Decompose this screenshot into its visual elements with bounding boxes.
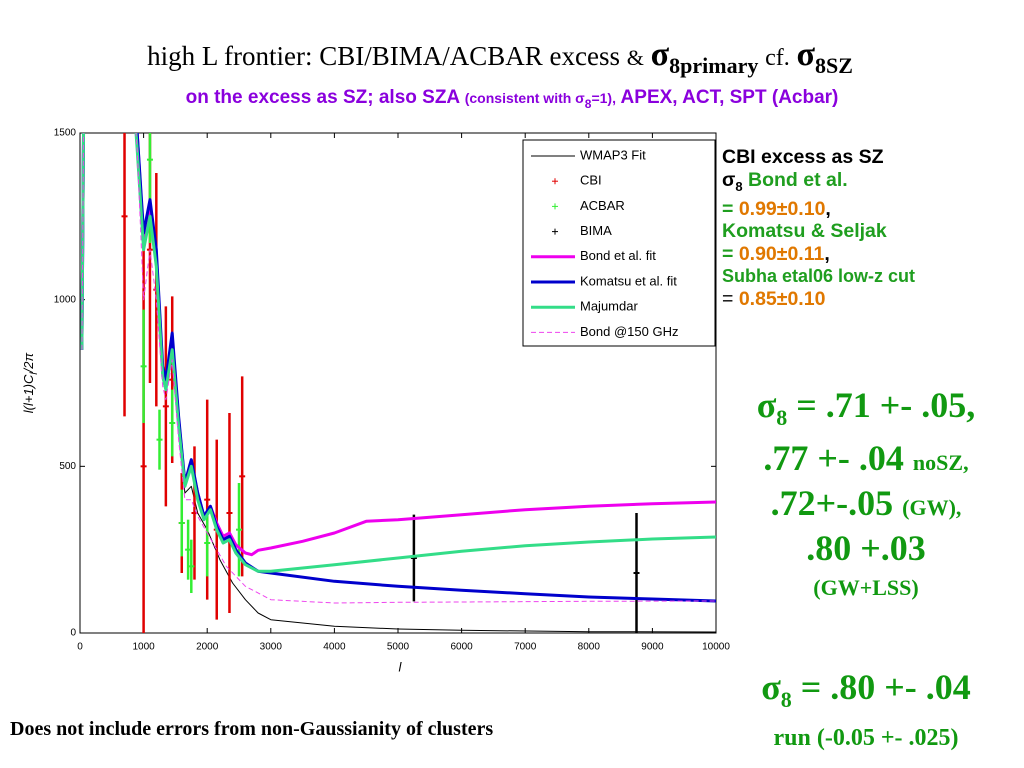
result-line: .72+-.05 (GW), (716, 483, 1016, 528)
result-text: = .71 +- .05, (796, 385, 976, 425)
x-tick-label: 4000 (323, 642, 346, 653)
footer: Does not include errors from non-Gaussia… (10, 718, 494, 740)
note-text: , (824, 242, 830, 265)
note-line: Subha etal06 low-z cut (722, 266, 916, 287)
legend-label: CBI (580, 173, 602, 188)
result-text: .72+-.05 (770, 483, 894, 524)
y-label-part: /2π (21, 352, 36, 373)
legend-label: ACBAR (580, 198, 625, 213)
series-line (80, 133, 716, 573)
title-sub: 8primary (669, 53, 759, 78)
subtitle-text: APEX, ACT, SPT (Acbar) (620, 87, 839, 108)
plot-area (80, 133, 716, 633)
y-tick-label: 0 (70, 628, 76, 639)
legend-label: Bond et al. fit (580, 248, 656, 263)
subtitle: on the excess as SZ; also SZA (consisten… (0, 87, 1024, 111)
note-text: = (722, 242, 734, 265)
subtitle-text: =1), (591, 90, 616, 106)
note-text: , (825, 197, 831, 220)
legend-label: Bond @150 GHz (580, 324, 678, 339)
result-line: .77 +- .04 noSZ, (716, 438, 1016, 483)
result-text: .77 +- .04 (763, 438, 904, 479)
note-value: 0.90±0.11 (738, 242, 825, 265)
x-tick-label: 1000 (132, 642, 155, 653)
note-text: Bond et al. (748, 168, 848, 191)
x-axis-label: l (399, 659, 403, 674)
result-line: σ8 = .71 +- .05, (716, 385, 1016, 438)
chart: l l(l+1)Cl/2π 0 1000 2000 3000 4000 5000 6000 7… (21, 128, 730, 675)
result-text: σ (756, 385, 777, 425)
x-tick-label: 10000 (702, 642, 730, 653)
y-tick-label: 500 (59, 461, 76, 472)
title-sigma: σ (650, 36, 670, 73)
note-line: = 0.90±0.11, (722, 243, 915, 266)
y-axis-label: l(l+1)Cl/2π (21, 352, 39, 413)
notes: CBI excess as SZ σ8 Bond et al. = 0.99±0… (722, 146, 915, 310)
result-text: σ (761, 667, 781, 707)
y-tick-label: 1000 (54, 294, 77, 305)
subtitle-sub: 8 (584, 96, 592, 111)
y-label-sub: l (29, 372, 40, 375)
x-tick-label: 3000 (260, 642, 283, 653)
note-line: σ8 Bond et al. (722, 169, 915, 198)
y-tick-label: 1500 (54, 128, 77, 139)
result-sub: 8 (776, 405, 788, 431)
result-sub: 8 (780, 687, 792, 713)
x-tick-label: 9000 (641, 642, 664, 653)
x-tick-label: 7000 (514, 642, 537, 653)
result-line: (GW+LSS) (813, 575, 919, 601)
subtitle-text: on the excess as SZ; also SZA (185, 87, 460, 108)
note-line: = 0.85±0.10 (722, 288, 915, 311)
note-line: CBI excess as SZ (722, 146, 884, 168)
results: σ8 = .71 +- .05, .77 +- .04 noSZ, .72+-.… (716, 385, 1016, 608)
title-sub: 8SZ (815, 53, 853, 78)
note-text: = (722, 287, 734, 310)
result-line: σ8 = .80 +- .04 (716, 668, 1016, 719)
legend-label: Majumdar (580, 299, 638, 314)
note-text: σ (722, 168, 736, 191)
x-tick-label: 6000 (450, 642, 473, 653)
note-line: Komatsu & Seljak (722, 220, 887, 243)
slide-title: high L frontier: CBI/BIMA/ACBAR excess &… (0, 36, 1000, 79)
title-text: & (626, 45, 644, 70)
note-sub: 8 (735, 178, 743, 194)
legend-label: WMAP3 Fit (580, 147, 646, 162)
note-text: = (722, 197, 734, 220)
result-line: .80 +.03 (806, 528, 926, 569)
legend-label: BIMA (580, 223, 612, 238)
title-text: cf. (765, 45, 790, 71)
legend-label: Komatsu et al. fit (580, 273, 677, 288)
title-text: high L frontier: CBI/BIMA/ACBAR excess (147, 41, 621, 71)
results-run: σ8 = .80 +- .04 run (-0.05 +- .025) (716, 668, 1016, 757)
x-tick-label: 0 (77, 642, 83, 653)
result-text: = .80 +- .04 (800, 667, 971, 707)
series-line (80, 133, 716, 603)
result-line: run (-0.05 +- .025) (773, 725, 959, 752)
result-text: noSZ, (912, 450, 969, 476)
result-text: (GW), (902, 495, 962, 521)
note-value: 0.99±0.10 (738, 197, 826, 220)
y-label-part: l(l+1)C (21, 374, 36, 413)
x-tick-label: 2000 (196, 642, 219, 653)
subtitle-text: (consistent with σ (464, 90, 585, 106)
legend-box (522, 139, 716, 347)
x-tick-label: 5000 (387, 642, 410, 653)
title-sigma: σ (796, 36, 816, 73)
note-line: = 0.99±0.10, (722, 198, 915, 221)
legend: WMAP3 Fit CBI ACBAR BIMA Bond et al. fit Koma… (522, 139, 716, 347)
note-value: 0.85±0.10 (738, 287, 826, 310)
x-tick-label: 8000 (578, 642, 601, 653)
